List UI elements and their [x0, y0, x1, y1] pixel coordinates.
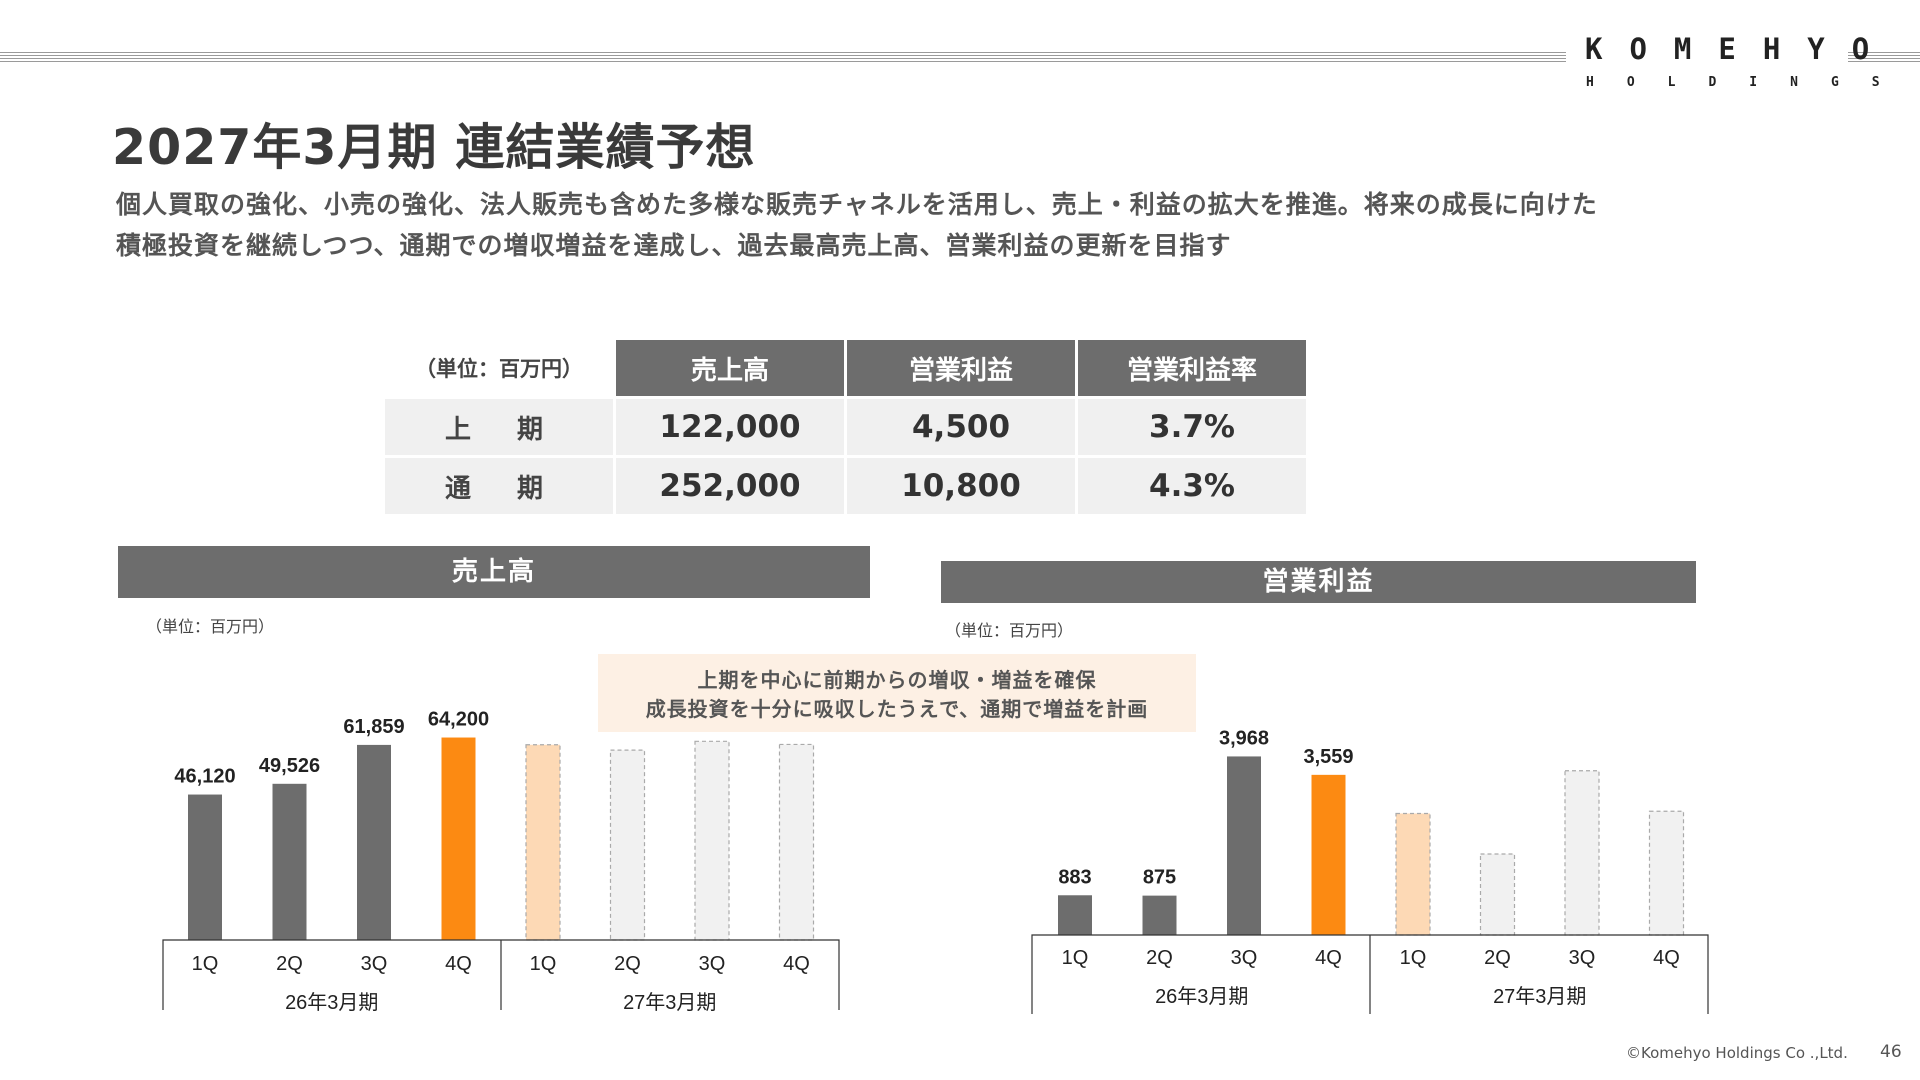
- sales-chart-header: 売上高: [118, 546, 870, 598]
- data-label-0-3: 64,200: [428, 709, 489, 731]
- callout-line-2: 成長投資を十分に吸収したうえで、通期で増益を計画: [645, 697, 1149, 721]
- bar-0-2: [357, 744, 391, 940]
- data-label-0-0: 46,120: [174, 766, 235, 788]
- data-label-0-1: 49,526: [259, 755, 320, 777]
- data-label-1-0: 883: [1058, 866, 1091, 888]
- table-header-operating-profit: 営業利益: [847, 340, 1075, 396]
- bar-0-0: [188, 794, 222, 940]
- bar-1-4: [1395, 812, 1431, 936]
- bar-1-0: [1058, 895, 1092, 935]
- cell-first-half-sales: 122,000: [616, 399, 844, 455]
- group-label-1-1: 27年3月期: [1493, 985, 1586, 1008]
- category-label-0-5: 2Q: [614, 953, 641, 975]
- lead-line-1: 個人買取の強化、小売の強化、法人販売も含めた多様な販売チャネルを活用し、売上・利…: [116, 190, 1598, 219]
- data-label-1-3: 3,559: [1303, 746, 1353, 768]
- table-row: 上 期 122,000 4,500 3.7%: [385, 399, 1306, 455]
- brand-logo-sub: HOLDINGS: [1586, 75, 1913, 90]
- category-label-0-6: 3Q: [699, 953, 726, 975]
- table-unit-label: （単位：百万円）: [415, 357, 583, 381]
- data-label-1-2: 3,968: [1219, 727, 1269, 749]
- table-row: 通 期 252,000 10,800 4.3%: [385, 458, 1306, 514]
- sales-chart-unit: （単位：百万円）: [146, 617, 275, 636]
- cell-full-year-sales: 252,000: [616, 458, 844, 514]
- category-label-1-2: 3Q: [1231, 947, 1258, 969]
- axis-frame-0: [162, 939, 840, 1010]
- page-number: 46: [1880, 1042, 1902, 1062]
- cell-full-year-margin: 4.3%: [1078, 458, 1306, 514]
- bar-1-7: [1648, 810, 1685, 936]
- row-label-first-half: 上 期: [385, 399, 613, 455]
- table-header-sales: 売上高: [616, 340, 844, 396]
- bar-1-5: [1479, 853, 1516, 936]
- group-label-0-1: 27年3月期: [623, 991, 716, 1014]
- bar-1-1: [1142, 895, 1177, 935]
- category-label-0-4: 1Q: [530, 953, 557, 975]
- bar-0-3: [441, 737, 476, 940]
- category-label-0-0: 1Q: [192, 953, 219, 975]
- bar-0-5: [609, 749, 646, 941]
- category-label-1-1: 2Q: [1146, 947, 1173, 969]
- lead-line-2: 積極投資を継続しつつ、通期での増収増益を達成し、過去最高売上高、営業利益の更新を…: [116, 231, 1232, 260]
- cell-full-year-profit: 10,800: [847, 458, 1075, 514]
- callout-box: 上期を中心に前期からの増収・増益を確保 成長投資を十分に吸収したうえで、通期で増…: [598, 654, 1196, 732]
- forecast-summary-table: （単位：百万円） 売上高 営業利益 営業利益率 上 期 122,000 4,50…: [382, 337, 1309, 517]
- category-label-0-3: 4Q: [445, 953, 472, 975]
- callout-line-1: 上期を中心に前期からの増収・増益を確保: [697, 668, 1097, 692]
- category-label-1-6: 3Q: [1569, 947, 1596, 969]
- bar-1-6: [1564, 770, 1600, 936]
- category-label-1-3: 4Q: [1315, 947, 1342, 969]
- profit-chart-header: 営業利益: [941, 561, 1696, 603]
- header-lines-left: [0, 52, 1566, 71]
- header-lines-right: [1848, 52, 1920, 71]
- profit-chart-unit: （単位：百万円）: [945, 621, 1074, 640]
- cell-first-half-margin: 3.7%: [1078, 399, 1306, 455]
- table-header-margin: 営業利益率: [1078, 340, 1306, 396]
- category-label-1-4: 1Q: [1400, 947, 1427, 969]
- row-label-full-year: 通 期: [385, 458, 613, 514]
- bar-0-7: [778, 743, 815, 941]
- bar-0-6: [694, 740, 730, 941]
- bar-0-1: [272, 783, 307, 940]
- cell-first-half-profit: 4,500: [847, 399, 1075, 455]
- category-label-0-1: 2Q: [276, 953, 303, 975]
- axis-frame-1: [1031, 934, 1709, 1014]
- lead-text: 個人買取の強化、小売の強化、法人販売も含めた多様な販売チャネルを活用し、売上・利…: [116, 184, 1816, 266]
- bar-1-2: [1227, 756, 1261, 935]
- bar-0-4: [525, 744, 561, 941]
- data-label-1-1: 875: [1143, 867, 1176, 889]
- page-title: 2027年3月期 連結業績予想: [112, 119, 756, 176]
- category-label-1-7: 4Q: [1653, 947, 1680, 969]
- category-label-1-0: 1Q: [1062, 947, 1089, 969]
- copyright: ©Komehyo Holdings Co .,Ltd.: [1626, 1044, 1848, 1062]
- category-label-0-2: 3Q: [361, 953, 388, 975]
- group-label-1-0: 26年3月期: [1155, 985, 1248, 1008]
- brand-logo: KOMEHYO: [1585, 32, 1897, 66]
- group-label-0-0: 26年3月期: [285, 991, 378, 1014]
- category-label-0-7: 4Q: [783, 953, 810, 975]
- bar-1-3: [1311, 774, 1346, 935]
- category-label-1-5: 2Q: [1484, 947, 1511, 969]
- data-label-0-2: 61,859: [343, 716, 404, 738]
